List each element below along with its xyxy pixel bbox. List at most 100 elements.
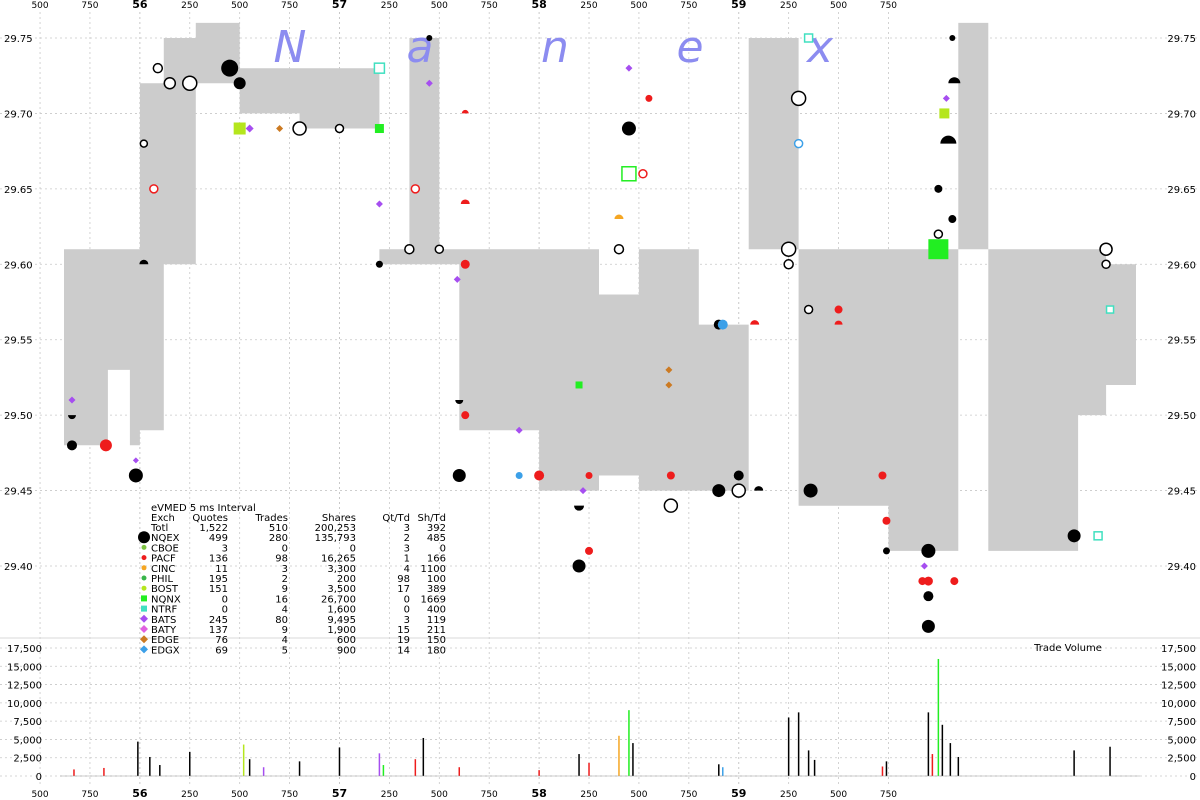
volume-tick-label-right: 15,000 (1161, 662, 1196, 673)
quote-mark-square (621, 166, 637, 182)
quote-mark-square (939, 108, 950, 119)
volume-tick-label-left: 5,000 (13, 735, 42, 746)
nbbo-band-area (64, 22, 1136, 551)
volume-bar (189, 751, 191, 776)
x-tick-label-bottom: 57 (332, 787, 347, 800)
table-cell: 280 (269, 533, 288, 544)
table-cell: 211 (427, 625, 446, 636)
volume-tick-label-left: 10,000 (7, 699, 42, 710)
volume-bar (937, 658, 940, 776)
table-cell: 26,700 (321, 594, 356, 605)
volume-tick-label-right: 17,500 (1161, 644, 1196, 655)
table-legend-marker (140, 645, 148, 654)
volume-bar (949, 743, 952, 776)
quote-mark-diamond (276, 125, 284, 133)
table-legend-marker (141, 605, 147, 612)
x-tick-label-top: 59 (731, 0, 746, 11)
volume-bar (159, 765, 161, 776)
x-tick-label-bottom: 750 (880, 790, 897, 800)
table-cell: 19 (397, 635, 410, 646)
table-cell: 180 (427, 645, 446, 656)
table-cell: 80 (275, 615, 288, 626)
table-cell: 4 (404, 564, 410, 575)
x-tick-label-top: 750 (680, 1, 697, 11)
x-tick-label-bottom: 58 (531, 787, 546, 800)
table-cell: 98 (397, 574, 410, 585)
table-cell: 3,500 (327, 584, 356, 595)
volume-bar (881, 766, 884, 776)
quote-mark-trade (878, 471, 887, 480)
table-legend-marker (141, 575, 147, 581)
x-tick-label-top: 500 (830, 1, 847, 11)
table-cell: NTRF (151, 605, 178, 616)
table-legend-marker (141, 555, 147, 561)
x-tick-label-bottom: 750 (680, 790, 697, 800)
table-cell: 4 (282, 605, 288, 616)
quote-mark-open-circle (1099, 242, 1113, 256)
volume-bar (149, 756, 151, 776)
x-tick-label-top: 750 (481, 1, 498, 11)
x-tick-label-bottom: 56 (132, 787, 148, 800)
x-tick-label-bottom: 500 (231, 790, 248, 800)
table-cell: 1 (404, 554, 410, 565)
volume-bar (787, 717, 790, 776)
quote-mark-trade (621, 121, 636, 136)
quote-mark-open-circle (152, 62, 164, 74)
quote-mark-open-circle (613, 243, 625, 255)
volume-bar (262, 767, 265, 776)
table-cell: BATY (151, 625, 177, 636)
quote-mark-trade (949, 35, 956, 41)
x-tick-label-bottom: 250 (381, 790, 398, 800)
table-cell: Totl (150, 523, 168, 534)
price-tick-label-right: 29.55 (1167, 336, 1196, 347)
volume-bar (618, 735, 620, 776)
quote-mark-square (928, 239, 949, 260)
volume-tick-label-left: 12,500 (7, 681, 42, 692)
table-cell: 3,300 (327, 564, 356, 575)
quote-mark-ask (139, 259, 149, 265)
table-cell: 2 (404, 533, 410, 544)
x-tick-label-top: 500 (231, 1, 248, 11)
table-cell: CINC (151, 564, 175, 575)
x-tick-label-bottom: 500 (830, 790, 847, 800)
quote-mark-ask (948, 77, 961, 84)
price-tick-label-left: 29.55 (4, 336, 33, 347)
quote-mark-open-circle (434, 244, 445, 254)
table-cell: 499 (209, 533, 228, 544)
quote-mark-ask (614, 214, 624, 220)
x-tick-label-top: 56 (132, 0, 148, 11)
quote-mark-trade (461, 411, 470, 420)
table-cell: 1,900 (327, 625, 356, 636)
volume-bar (103, 767, 105, 776)
table-cell: 3 (222, 543, 228, 554)
x-tick-label-bottom: 250 (181, 790, 198, 800)
x-tick-label-top: 250 (780, 1, 797, 11)
quote-mark-open-circle (793, 138, 804, 149)
price-tick-label-left: 29.45 (4, 487, 33, 498)
quote-mark-trade (923, 591, 934, 602)
table-cell: 151 (209, 584, 228, 595)
volume-tick-label-left: 7,500 (13, 717, 42, 728)
quote-mark-trade (645, 94, 653, 102)
volume-bar (248, 759, 251, 776)
table-legend-marker (141, 595, 147, 602)
quote-mark-bid (574, 505, 585, 511)
x-tick-label-bottom: 750 (481, 790, 498, 800)
table-cell: 150 (427, 635, 446, 646)
x-tick-label-top: 58 (531, 0, 546, 11)
table-cell: 14 (397, 645, 410, 656)
watermark-letter: N (274, 22, 307, 73)
quote-mark-square (803, 33, 814, 43)
quote-mark-ask (461, 109, 469, 114)
table-cell: 0 (222, 594, 228, 605)
price-tick-label-right: 29.65 (1167, 185, 1196, 196)
quote-mark-trade (934, 184, 943, 193)
x-tick-label-top: 750 (880, 1, 897, 11)
volume-tick-label-left: 0 (36, 772, 42, 783)
quote-mark-square (373, 62, 386, 74)
volume-bar (632, 743, 634, 776)
watermark-letter: n (541, 22, 569, 73)
volume-bar (813, 759, 816, 776)
